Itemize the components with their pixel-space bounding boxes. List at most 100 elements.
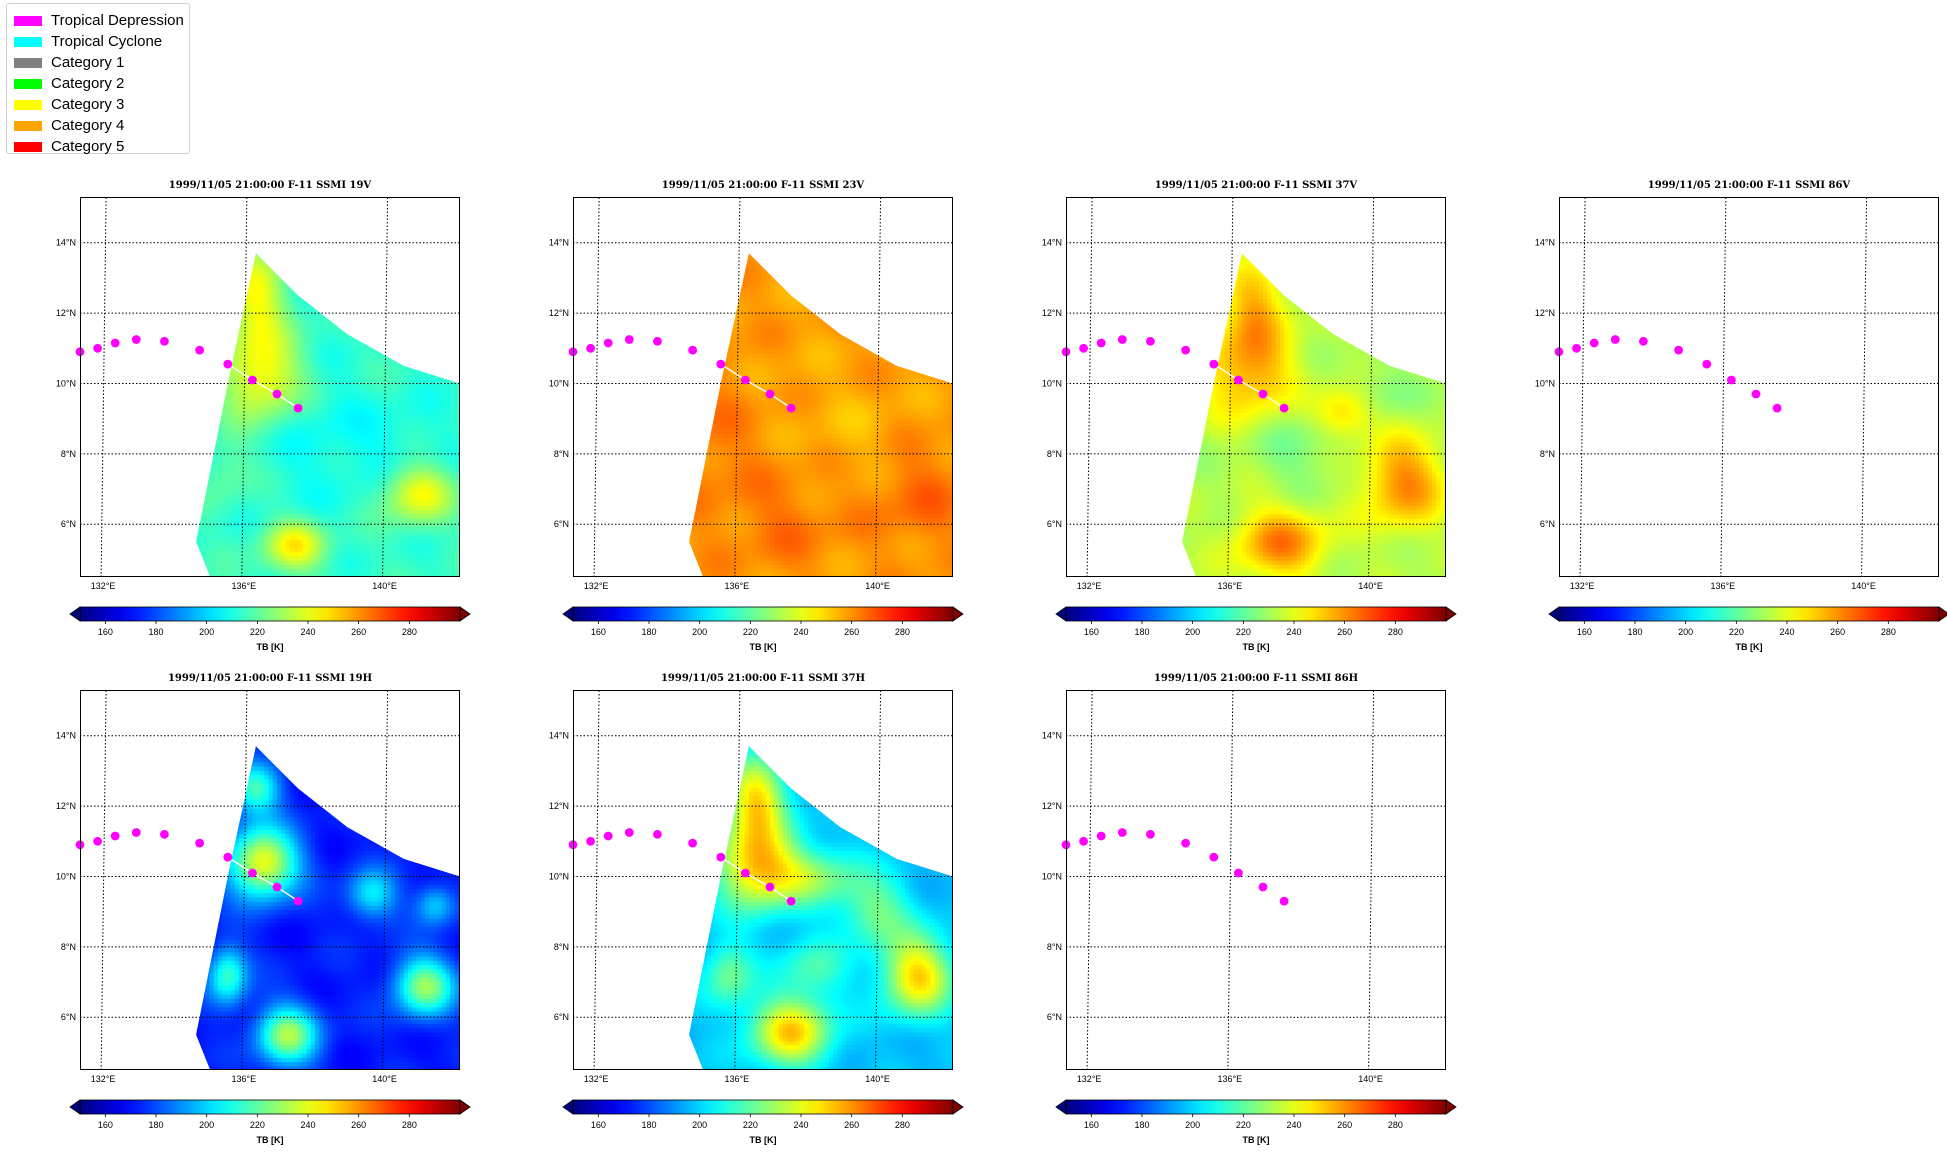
legend-label: Category 2 — [51, 73, 124, 94]
colorbar-tick-label: 240 — [300, 1120, 315, 1130]
longitude-tick-label: 132°E — [1570, 581, 1595, 591]
legend-swatch — [14, 120, 42, 131]
colorbar-tick-label: 180 — [1627, 627, 1642, 637]
legend-label: Category 1 — [51, 52, 124, 73]
latitude-tick-label: 8°N — [1047, 449, 1062, 459]
legend-label: Tropical Depression — [51, 10, 184, 31]
brightness-temperature-field — [196, 253, 460, 578]
storm-track-point — [160, 336, 169, 346]
legend-label: Category 3 — [51, 94, 124, 115]
panel-title: 1999/11/05 21:00:00 F-11 SSMI 86H — [1154, 673, 1358, 684]
colorbar-tick-label: 280 — [895, 627, 910, 637]
brightness-temperature-field — [689, 253, 953, 578]
colorbar-tick-label: 240 — [1779, 627, 1794, 637]
legend-swatch — [14, 99, 42, 110]
storm-track-line — [227, 363, 299, 409]
longitude-gridline — [241, 689, 248, 1071]
colorbar-tick-label: 260 — [844, 627, 859, 637]
longitude-gridline — [1227, 196, 1234, 578]
storm-track-point — [688, 838, 697, 848]
legend-item: Category 4 — [14, 115, 189, 136]
latitude-tick-label: 12°N — [1535, 308, 1555, 318]
storm-track-point — [586, 343, 595, 353]
latitude-tick-label: 8°N — [61, 449, 76, 459]
legend-item: Category 1 — [14, 52, 189, 73]
colorbar-tick-label: 200 — [692, 1120, 707, 1130]
longitude-gridline — [1368, 196, 1375, 578]
storm-track-point — [624, 335, 634, 344]
longitude-tick-label: 136°E — [232, 1074, 257, 1084]
longitude-tick-label: 140°E — [372, 581, 397, 591]
storm-track-point — [1674, 345, 1683, 355]
colorbar-tick-label: 180 — [148, 627, 163, 637]
panel-title: 1999/11/05 21:00:00 F-11 SSMI 19H — [168, 673, 372, 684]
storm-track-point — [1572, 343, 1581, 353]
colorbar-tick-label: 200 — [692, 627, 707, 637]
colorbar-label: TB [K] — [257, 642, 284, 652]
latitude-tick-label: 6°N — [1047, 519, 1062, 529]
map-frame — [80, 197, 460, 577]
storm-track-point — [1209, 852, 1219, 862]
storm-track-point — [293, 403, 303, 413]
longitude-gridline — [1086, 196, 1093, 578]
colorbar-tick-label: 180 — [148, 1120, 163, 1130]
storm-track-point — [1639, 336, 1648, 346]
tb-colorbar: 160 180 200 220 240 260 280 TB [K] — [562, 1099, 964, 1145]
storm-track-point — [223, 852, 233, 862]
latitude-tick-label: 12°N — [1042, 308, 1062, 318]
colorbar-tick-label: 280 — [402, 1120, 417, 1130]
legend-swatch — [14, 15, 42, 26]
colorbar-tick-label: 260 — [351, 627, 366, 637]
longitude-tick-label: 136°E — [725, 581, 750, 591]
storm-track-point — [603, 338, 613, 348]
longitude-tick-label: 140°E — [1851, 581, 1876, 591]
brightness-temperature-field — [1182, 253, 1446, 578]
brightness-temperature-field — [689, 746, 953, 1071]
brightness-temperature-field — [196, 746, 460, 1071]
colorbar-tick-label: 280 — [1881, 627, 1896, 637]
latitude-tick-label: 12°N — [549, 308, 569, 318]
storm-track-point — [716, 359, 726, 369]
latitude-tick-label: 10°N — [1535, 378, 1555, 388]
colorbar-tick-label: 220 — [250, 627, 265, 637]
map-panel-37h: 6°N 8°N 10°N 12°N 14°N 132°E 136°E 140°E — [549, 689, 953, 1084]
storm-track-point — [586, 836, 595, 846]
storm-track-point — [110, 831, 120, 841]
tb-colorbar: 160 180 200 220 240 260 280 TB [K] — [562, 606, 964, 652]
colorbar-tick-label: 160 — [98, 627, 113, 637]
longitude-tick-label: 140°E — [372, 1074, 397, 1084]
colorbar-tick-label: 240 — [793, 627, 808, 637]
colorbar-tick-label: 160 — [1084, 1120, 1099, 1130]
latitude-tick-label: 8°N — [61, 942, 76, 952]
latitude-tick-label: 10°N — [1042, 378, 1062, 388]
map-panel-37v: 6°N 8°N 10°N 12°N 14°N 132°E 136°E 140°E — [1042, 196, 1446, 591]
latitude-tick-label: 14°N — [1042, 731, 1062, 741]
storm-track-point — [653, 336, 662, 346]
storm-track-point — [653, 829, 662, 839]
colorbar-tick-label: 280 — [1388, 627, 1403, 637]
latitude-tick-label: 8°N — [1047, 942, 1062, 952]
longitude-gridline — [593, 196, 600, 578]
longitude-gridline — [734, 196, 741, 578]
storm-track-point — [293, 896, 303, 906]
storm-track-point — [603, 831, 613, 841]
colorbar-tick-label: 160 — [98, 1120, 113, 1130]
latitude-tick-label: 14°N — [1042, 238, 1062, 248]
longitude-tick-label: 136°E — [1218, 581, 1243, 591]
latitude-tick-label: 10°N — [549, 378, 569, 388]
colorbar-tick-label: 160 — [591, 1120, 606, 1130]
colorbar-tick-label: 240 — [793, 1120, 808, 1130]
colorbar-tick-label: 260 — [1337, 1120, 1352, 1130]
longitude-tick-label: 140°E — [865, 581, 890, 591]
storm-track-point — [1234, 868, 1243, 878]
legend-swatch — [14, 36, 42, 47]
map-panel-86v: 6°N 8°N 10°N 12°N 14°N 132°E 136°E 140°E — [1535, 196, 1939, 591]
colorbar-tick-label: 200 — [1185, 1120, 1200, 1130]
storm-track-point — [272, 882, 282, 892]
storm-track-point — [1079, 836, 1088, 846]
latitude-tick-label: 14°N — [549, 731, 569, 741]
storm-track-point — [1117, 335, 1127, 344]
latitude-tick-label: 6°N — [554, 519, 569, 529]
storm-track-point — [1702, 359, 1712, 369]
storm-track-point — [1096, 338, 1106, 348]
